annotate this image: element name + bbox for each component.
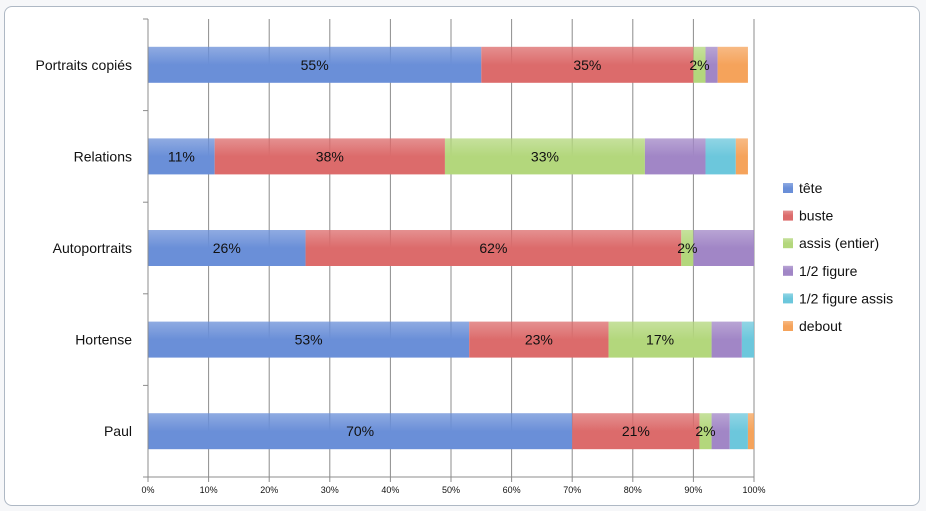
data-label: 26% — [213, 240, 241, 256]
x-tick-label: 90% — [684, 485, 702, 495]
data-label: 55% — [301, 57, 329, 73]
x-tick-label: 20% — [260, 485, 278, 495]
bar-segment — [305, 230, 682, 266]
bar-segment — [705, 46, 718, 83]
data-label: 70% — [346, 423, 374, 439]
bar-segment — [729, 413, 748, 450]
category-label: Autoportraits — [53, 240, 132, 256]
labels: Portraits copiés 55% 35% 2% Relations 11% 38% 3… — [36, 57, 716, 439]
legend-label: assis (entier) — [799, 235, 879, 251]
bar-segment — [148, 138, 215, 175]
bar-segment — [699, 413, 712, 450]
legend-swatch — [783, 293, 793, 304]
bar-segment — [693, 230, 754, 266]
legend-label: buste — [799, 208, 833, 224]
bar-segment — [681, 230, 694, 266]
data-label: 11% — [168, 148, 195, 164]
x-tick-label: 50% — [442, 485, 460, 495]
data-label: 38% — [316, 148, 344, 164]
bar-segment — [735, 138, 748, 175]
x-tick-label: 60% — [503, 485, 521, 495]
data-label: 21% — [622, 423, 650, 439]
category-label: Relations — [74, 148, 132, 164]
category-label: Hortense — [75, 332, 132, 348]
data-label: 2% — [677, 240, 697, 256]
legend-swatch — [783, 210, 793, 221]
x-tick-label: 70% — [563, 485, 581, 495]
data-label: 17% — [646, 332, 674, 348]
legend: tête buste assis (entier) 1/2 figure 1/2 fig… — [783, 180, 893, 334]
legend-swatch — [783, 238, 793, 249]
legend-label: tête — [799, 180, 823, 196]
bar-segment — [711, 321, 742, 358]
axes: 0% 10% 20% 30% 40% 50% 60% 70% 80% 90% 100% — [141, 18, 766, 495]
chart-frame: 0% 10% 20% 30% 40% 50% 60% 70% 80% 90% 100% Portra… — [4, 6, 920, 506]
category-label: Portraits copiés — [36, 57, 132, 73]
legend-label: debout — [799, 318, 842, 334]
bar-segment — [469, 321, 609, 358]
x-tick-label: 30% — [321, 485, 339, 495]
bar-segment — [741, 321, 754, 358]
bar-segment — [148, 230, 306, 266]
bar-segment — [572, 413, 700, 450]
legend-swatch — [783, 265, 793, 276]
x-tick-label: 0% — [141, 485, 154, 495]
bar-segment — [717, 46, 748, 83]
legend-label: 1/2 figure — [799, 263, 858, 279]
bar-segment — [148, 413, 573, 450]
x-tick-label: 80% — [624, 485, 642, 495]
bar-segment — [148, 321, 470, 358]
x-tick-label: 40% — [381, 485, 399, 495]
data-label: 35% — [573, 57, 601, 73]
bar-segment — [608, 321, 712, 358]
legend-swatch — [783, 183, 793, 193]
data-label: 33% — [531, 148, 559, 164]
bar-segment — [481, 46, 694, 83]
bar-segment — [214, 138, 445, 175]
data-label: 2% — [689, 57, 709, 73]
bar-segment — [693, 46, 706, 83]
bar-segment — [148, 46, 482, 83]
bars — [148, 46, 754, 450]
data-label: 23% — [525, 332, 553, 348]
data-label: 53% — [295, 332, 323, 348]
legend-label: 1/2 figure assis — [799, 290, 893, 306]
data-label: 62% — [479, 240, 507, 256]
bar-segment — [444, 138, 645, 175]
bar-segment — [711, 413, 730, 450]
x-tick-label: 100% — [742, 485, 765, 495]
legend-swatch — [783, 321, 793, 331]
x-tick-label: 10% — [200, 485, 218, 495]
bar-segment — [747, 413, 754, 450]
category-label: Paul — [104, 423, 132, 439]
bar-segment — [644, 138, 706, 175]
stacked-bar-chart: 0% 10% 20% 30% 40% 50% 60% 70% 80% 90% 100% Portra… — [36, 18, 893, 495]
bar-segment — [705, 138, 736, 175]
data-label: 2% — [695, 423, 715, 439]
